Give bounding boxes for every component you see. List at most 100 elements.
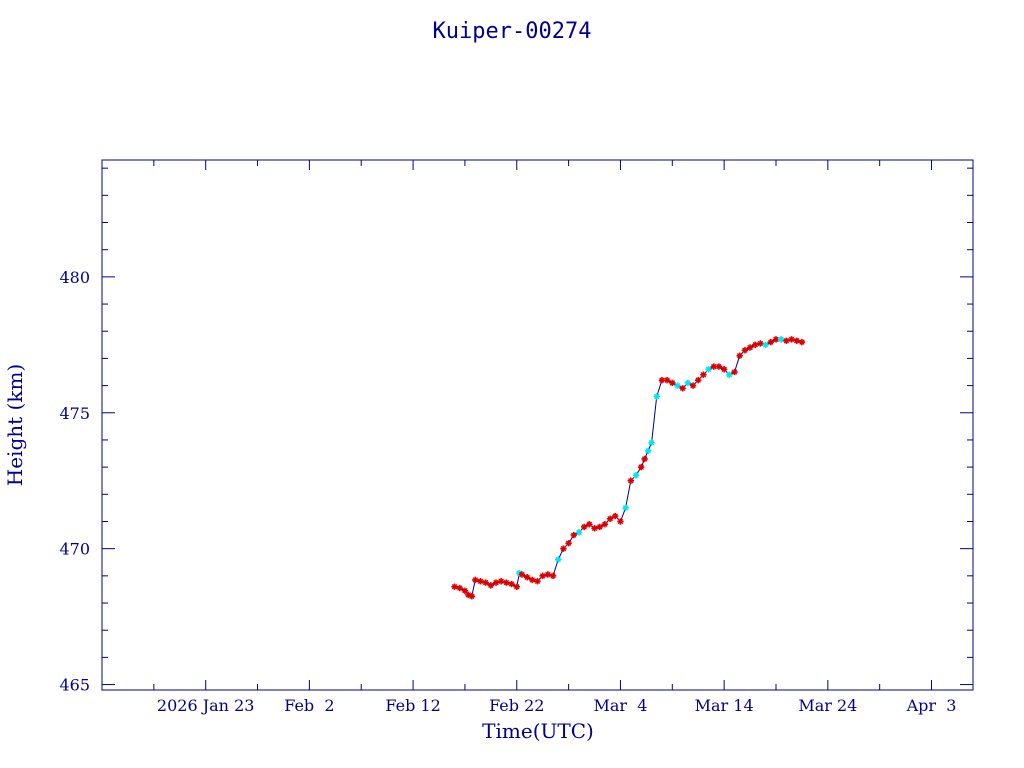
- data-point-stroke: [612, 513, 619, 519]
- y-tick-label: 465: [59, 676, 90, 695]
- data-point-stroke: [602, 521, 608, 527]
- data-point-stroke: [674, 382, 681, 389]
- data-point: [767, 338, 775, 346]
- data-point-stroke: [757, 340, 764, 347]
- data-point: [451, 583, 458, 590]
- y-tick-label: 470: [59, 540, 90, 559]
- data-point-stroke: [469, 593, 475, 599]
- data-point: [720, 366, 728, 373]
- data-point: [565, 540, 572, 547]
- data-point: [612, 512, 619, 520]
- data-point-stroke: [793, 338, 800, 344]
- data-point-stroke: [622, 505, 629, 511]
- data-point-stroke: [679, 385, 686, 392]
- data-point-stroke: [539, 573, 546, 579]
- data-point-stroke: [711, 363, 717, 370]
- x-tick-label: Apr 3: [906, 696, 957, 715]
- plot-frame: [101, 159, 974, 691]
- data-point-stroke: [721, 366, 727, 373]
- data-point: [746, 344, 754, 351]
- chart-title: Kuiper-00274: [433, 19, 592, 44]
- x-tick-label: 2026 Jan 23: [157, 696, 255, 715]
- data-point: [741, 347, 749, 354]
- data-point: [570, 531, 577, 539]
- data-point-stroke: [451, 583, 458, 590]
- y-axis-ticks: [102, 167, 973, 686]
- data-point-stroke: [768, 339, 774, 345]
- data-point: [726, 371, 733, 378]
- x-tick-label: Feb 22: [489, 696, 544, 715]
- data-point-stroke: [641, 456, 648, 462]
- data-point: [539, 572, 546, 580]
- x-tick-label: Mar 14: [695, 696, 754, 715]
- data-point: [793, 337, 800, 344]
- data-points: [451, 336, 806, 600]
- data-point-stroke: [731, 369, 738, 375]
- data-point-stroke: [508, 581, 515, 587]
- x-tick-label: Mar 4: [593, 696, 647, 715]
- data-point: [731, 368, 738, 376]
- x-axis-tick-labels: 2026 Jan 23 Feb 2 Feb 12 Feb 22 Mar 4 Mar 14 M…: [157, 696, 956, 715]
- data-point: [580, 523, 588, 531]
- data-point-stroke: [560, 545, 567, 552]
- data-point-stroke: [596, 524, 603, 530]
- data-point-stroke: [472, 577, 479, 583]
- data-point: [617, 518, 624, 525]
- data-point-stroke: [586, 521, 593, 527]
- data-point: [477, 578, 484, 585]
- data-point-stroke: [778, 336, 784, 343]
- data-point-stroke: [524, 574, 530, 580]
- data-point-stroke: [690, 382, 696, 389]
- data-point: [586, 521, 593, 528]
- data-point-stroke: [519, 571, 525, 578]
- data-point-stroke: [607, 516, 613, 522]
- data-point-stroke: [648, 439, 655, 446]
- data-point: [762, 341, 769, 349]
- data-point-stroke: [783, 338, 790, 344]
- data-point-stroke: [503, 579, 510, 586]
- data-point: [798, 338, 806, 346]
- y-tick-label: 475: [59, 404, 90, 423]
- data-point-stroke: [762, 342, 769, 348]
- data-point: [622, 504, 629, 512]
- data-point: [752, 341, 759, 349]
- series-line: [454, 338, 803, 597]
- data-point-stroke: [773, 336, 779, 343]
- data-point-stroke: [617, 518, 624, 525]
- data-point: [513, 583, 520, 590]
- data-point: [684, 379, 692, 387]
- data-point: [549, 572, 557, 580]
- data-point-stroke: [659, 377, 665, 383]
- data-point: [518, 571, 526, 578]
- x-axis-ticks: [153, 160, 933, 690]
- data-point: [783, 337, 790, 344]
- data-point: [689, 382, 697, 389]
- data-point-stroke: [493, 579, 499, 586]
- data-point: [456, 584, 463, 592]
- data-point-stroke: [529, 577, 536, 583]
- data-point: [560, 545, 567, 552]
- data-point: [503, 579, 510, 586]
- data-point: [461, 587, 469, 594]
- data-point: [596, 523, 603, 531]
- data-point: [669, 379, 676, 387]
- data-point: [492, 579, 500, 586]
- y-axis-label: Height (km): [3, 364, 27, 486]
- data-point: [468, 593, 476, 600]
- data-point: [601, 521, 609, 528]
- x-tick-label: Mar 24: [798, 696, 857, 715]
- data-point-stroke: [516, 570, 523, 576]
- data-point-stroke: [799, 339, 805, 345]
- data-point: [529, 576, 536, 584]
- data-point: [674, 382, 681, 389]
- data-point: [534, 578, 541, 585]
- data-point: [757, 340, 764, 347]
- data-point: [663, 376, 671, 384]
- data-point-stroke: [736, 352, 743, 359]
- data-point: [555, 556, 562, 563]
- data-point: [695, 376, 702, 384]
- data-point-stroke: [788, 336, 795, 343]
- data-point: [736, 352, 743, 359]
- x-tick-label: Feb 2: [284, 696, 334, 715]
